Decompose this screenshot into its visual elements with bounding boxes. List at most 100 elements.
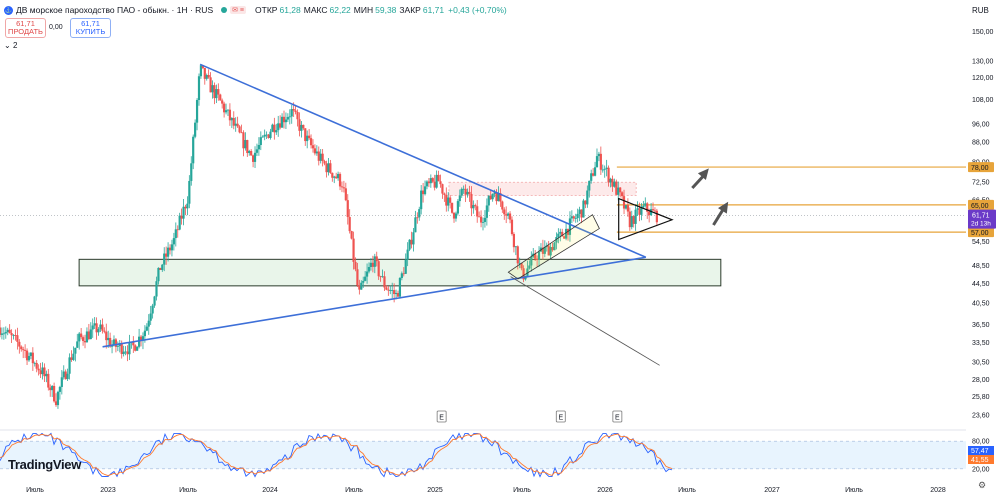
- candle: [37, 364, 40, 376]
- low-value: 59,38: [375, 5, 397, 15]
- candle-body: [114, 339, 118, 347]
- candle-body: [468, 191, 471, 194]
- candle-body: [526, 268, 529, 276]
- candle: [383, 271, 386, 291]
- candle: [362, 276, 365, 288]
- currency-label[interactable]: RUB: [972, 6, 989, 15]
- candle-body: [375, 256, 378, 262]
- candle: [427, 178, 431, 188]
- candle-body: [12, 335, 15, 336]
- candle-body: [433, 181, 436, 188]
- candle-body: [60, 377, 63, 387]
- candle-body: [534, 253, 537, 259]
- candle-body: [648, 211, 651, 216]
- candle-body: [317, 151, 320, 161]
- candle-body: [280, 116, 284, 128]
- candle: [396, 290, 400, 297]
- candle: [97, 327, 100, 336]
- candle: [298, 112, 301, 137]
- candle-body: [6, 329, 9, 333]
- candle-body: [508, 213, 512, 220]
- stoch-k-label: 57,47: [971, 448, 989, 455]
- candle: [607, 165, 610, 187]
- candle-body: [543, 247, 546, 254]
- candle-body: [394, 292, 398, 295]
- candle: [93, 317, 96, 330]
- last-price-timer: 2d 13h: [971, 221, 991, 228]
- candle-body: [267, 134, 270, 138]
- candle-body: [20, 346, 23, 350]
- candle-body: [497, 192, 500, 202]
- candle: [528, 260, 531, 270]
- candle-body: [344, 188, 347, 201]
- x-tick-5: 2025: [427, 487, 443, 494]
- candle: [566, 228, 570, 241]
- candle-body: [107, 337, 110, 341]
- candle: [373, 253, 376, 274]
- candle-body: [8, 329, 11, 334]
- candle: [354, 257, 357, 272]
- candle: [74, 347, 77, 362]
- candle-body: [298, 119, 301, 131]
- candle: [101, 318, 104, 334]
- gear-icon[interactable]: ⚙: [978, 480, 987, 490]
- candle: [308, 129, 311, 140]
- candle-body: [319, 153, 322, 161]
- candle: [580, 209, 583, 224]
- arrow-head-0: [697, 168, 709, 181]
- candle: [456, 199, 459, 216]
- close-value: 61,71: [422, 5, 445, 15]
- candle-body: [35, 362, 38, 369]
- y-tick-15: 33,50: [972, 340, 990, 347]
- candle: [381, 269, 384, 278]
- x-tick-1: 2023: [100, 487, 116, 494]
- candle: [418, 206, 421, 221]
- candle-body: [197, 76, 201, 100]
- candle: [103, 327, 106, 334]
- candle: [236, 116, 239, 128]
- candle: [400, 271, 403, 281]
- flag-icon[interactable]: ✉ ≡: [230, 6, 247, 14]
- candle-body: [559, 231, 562, 234]
- candle-body: [632, 216, 635, 224]
- candle: [337, 171, 340, 181]
- candle: [611, 175, 614, 192]
- candle-body: [311, 145, 315, 149]
- candle-body: [619, 187, 622, 193]
- candle: [619, 187, 622, 198]
- candle: [251, 154, 255, 168]
- buy-button[interactable]: 61,71 КУПИТЬ: [70, 18, 111, 38]
- candle-body: [138, 336, 141, 347]
- candle-body: [441, 184, 444, 194]
- candle: [640, 203, 643, 221]
- candle-body: [76, 341, 79, 348]
- candle: [110, 340, 114, 354]
- candle-body: [323, 161, 326, 164]
- candle-body: [651, 209, 655, 211]
- candle: [617, 181, 620, 201]
- candle: [422, 182, 425, 203]
- candle: [0, 319, 2, 338]
- candle: [257, 137, 260, 156]
- candle: [132, 336, 135, 353]
- candle: [549, 242, 552, 259]
- sell-button[interactable]: 61,71 ПРОДАТЬ: [5, 18, 46, 38]
- x-tick-3: 2024: [262, 487, 278, 494]
- candle-body: [186, 203, 189, 209]
- symbol-title[interactable]: ДВ морское пароходство ПАО - обыкн. · 1Н…: [16, 5, 214, 15]
- candle-body: [190, 163, 193, 181]
- candle-body: [120, 342, 123, 355]
- candle-body: [155, 281, 158, 297]
- candle-body: [33, 362, 36, 364]
- candle-body: [621, 192, 624, 197]
- candle-body: [240, 132, 243, 134]
- candle: [348, 209, 351, 234]
- candle: [267, 134, 270, 139]
- candle: [553, 241, 556, 251]
- candle-body: [250, 151, 253, 156]
- sell-price: 61,71: [16, 19, 35, 28]
- layers-toggle[interactable]: ⌄ 2: [4, 41, 18, 50]
- candle-body: [78, 333, 81, 342]
- candle-body: [605, 167, 608, 169]
